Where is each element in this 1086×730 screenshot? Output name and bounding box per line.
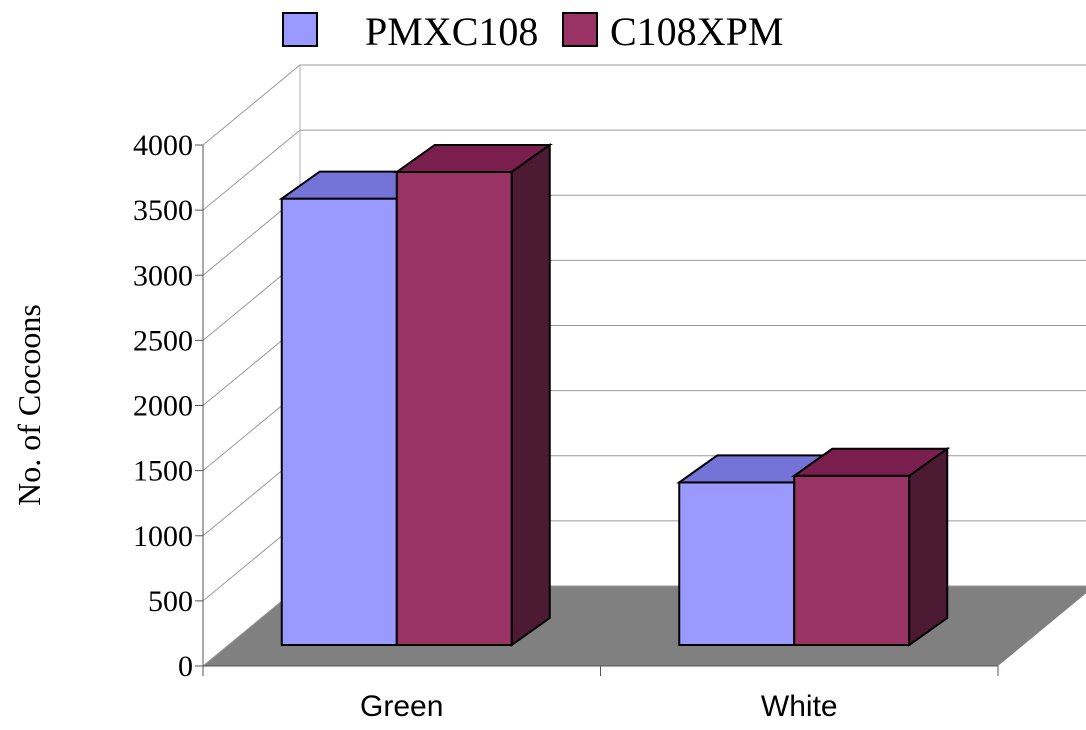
x-tick-labels: Green White (360, 690, 838, 723)
y-tick-label: 3500 (133, 194, 193, 227)
x-tick-label: Green (360, 690, 443, 723)
y-tick-label: 4000 (133, 129, 193, 162)
legend: PMXC108 C108XPM (282, 9, 783, 54)
bars (278, 143, 951, 647)
y-tick-label: 3000 (133, 259, 193, 292)
gridline-side (202, 129, 301, 211)
y-tick-label: 500 (148, 585, 193, 618)
bar-side-face (510, 143, 551, 647)
bar-white-c108xpm (793, 474, 911, 646)
y-axis-label: No. of Cocoons (11, 304, 47, 506)
bar-green-pmxc108 (280, 197, 398, 647)
legend-label-c108xpm: C108XPM (610, 9, 783, 54)
y-tick-label: 1500 (133, 455, 193, 488)
y-tick-labels: 0 500 1000 1500 2000 2500 3000 3500 4000 (133, 129, 193, 683)
gridline-side (202, 64, 301, 146)
legend-swatch-c108xpm (562, 12, 598, 47)
axes (195, 144, 999, 676)
legend-swatch-pmxc108 (282, 12, 318, 47)
legend-label-pmxc108: PMXC108 (365, 9, 538, 54)
bar-side-face (908, 446, 949, 647)
y-tick-label: 1000 (133, 520, 193, 553)
bar-green-c108xpm (395, 170, 513, 646)
y-tick-label: 2000 (133, 390, 193, 423)
y-tick-label: 2500 (133, 324, 193, 357)
bar-white-pmxc108 (678, 481, 796, 646)
x-tick-label: White (761, 690, 838, 723)
y-tick-label: 0 (178, 650, 193, 683)
